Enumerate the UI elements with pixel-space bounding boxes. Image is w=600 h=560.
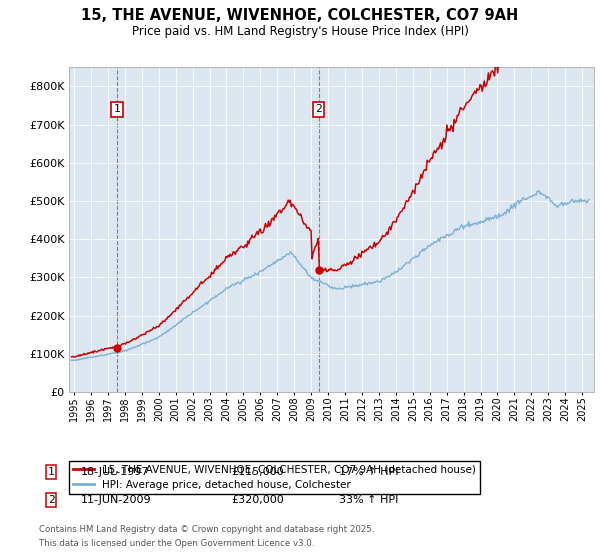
Legend: 15, THE AVENUE, WIVENHOE, COLCHESTER, CO7 9AH (detached house), HPI: Average pri: 15, THE AVENUE, WIVENHOE, COLCHESTER, CO… (69, 460, 481, 494)
Text: £115,000: £115,000 (231, 466, 284, 477)
Text: Contains HM Land Registry data © Crown copyright and database right 2025.: Contains HM Land Registry data © Crown c… (39, 525, 374, 534)
Text: £320,000: £320,000 (231, 494, 284, 505)
Text: 17% ↑ HPI: 17% ↑ HPI (339, 466, 398, 477)
Text: 18-JUL-1997: 18-JUL-1997 (81, 466, 149, 477)
Text: 15, THE AVENUE, WIVENHOE, COLCHESTER, CO7 9AH: 15, THE AVENUE, WIVENHOE, COLCHESTER, CO… (82, 8, 518, 24)
Text: 11-JUN-2009: 11-JUN-2009 (81, 494, 152, 505)
Text: 1: 1 (47, 466, 55, 477)
Text: 1: 1 (114, 104, 121, 114)
Text: 2: 2 (47, 494, 55, 505)
Text: 2: 2 (315, 104, 322, 114)
Text: 33% ↑ HPI: 33% ↑ HPI (339, 494, 398, 505)
Text: This data is licensed under the Open Government Licence v3.0.: This data is licensed under the Open Gov… (39, 539, 314, 548)
Text: Price paid vs. HM Land Registry's House Price Index (HPI): Price paid vs. HM Land Registry's House … (131, 25, 469, 38)
